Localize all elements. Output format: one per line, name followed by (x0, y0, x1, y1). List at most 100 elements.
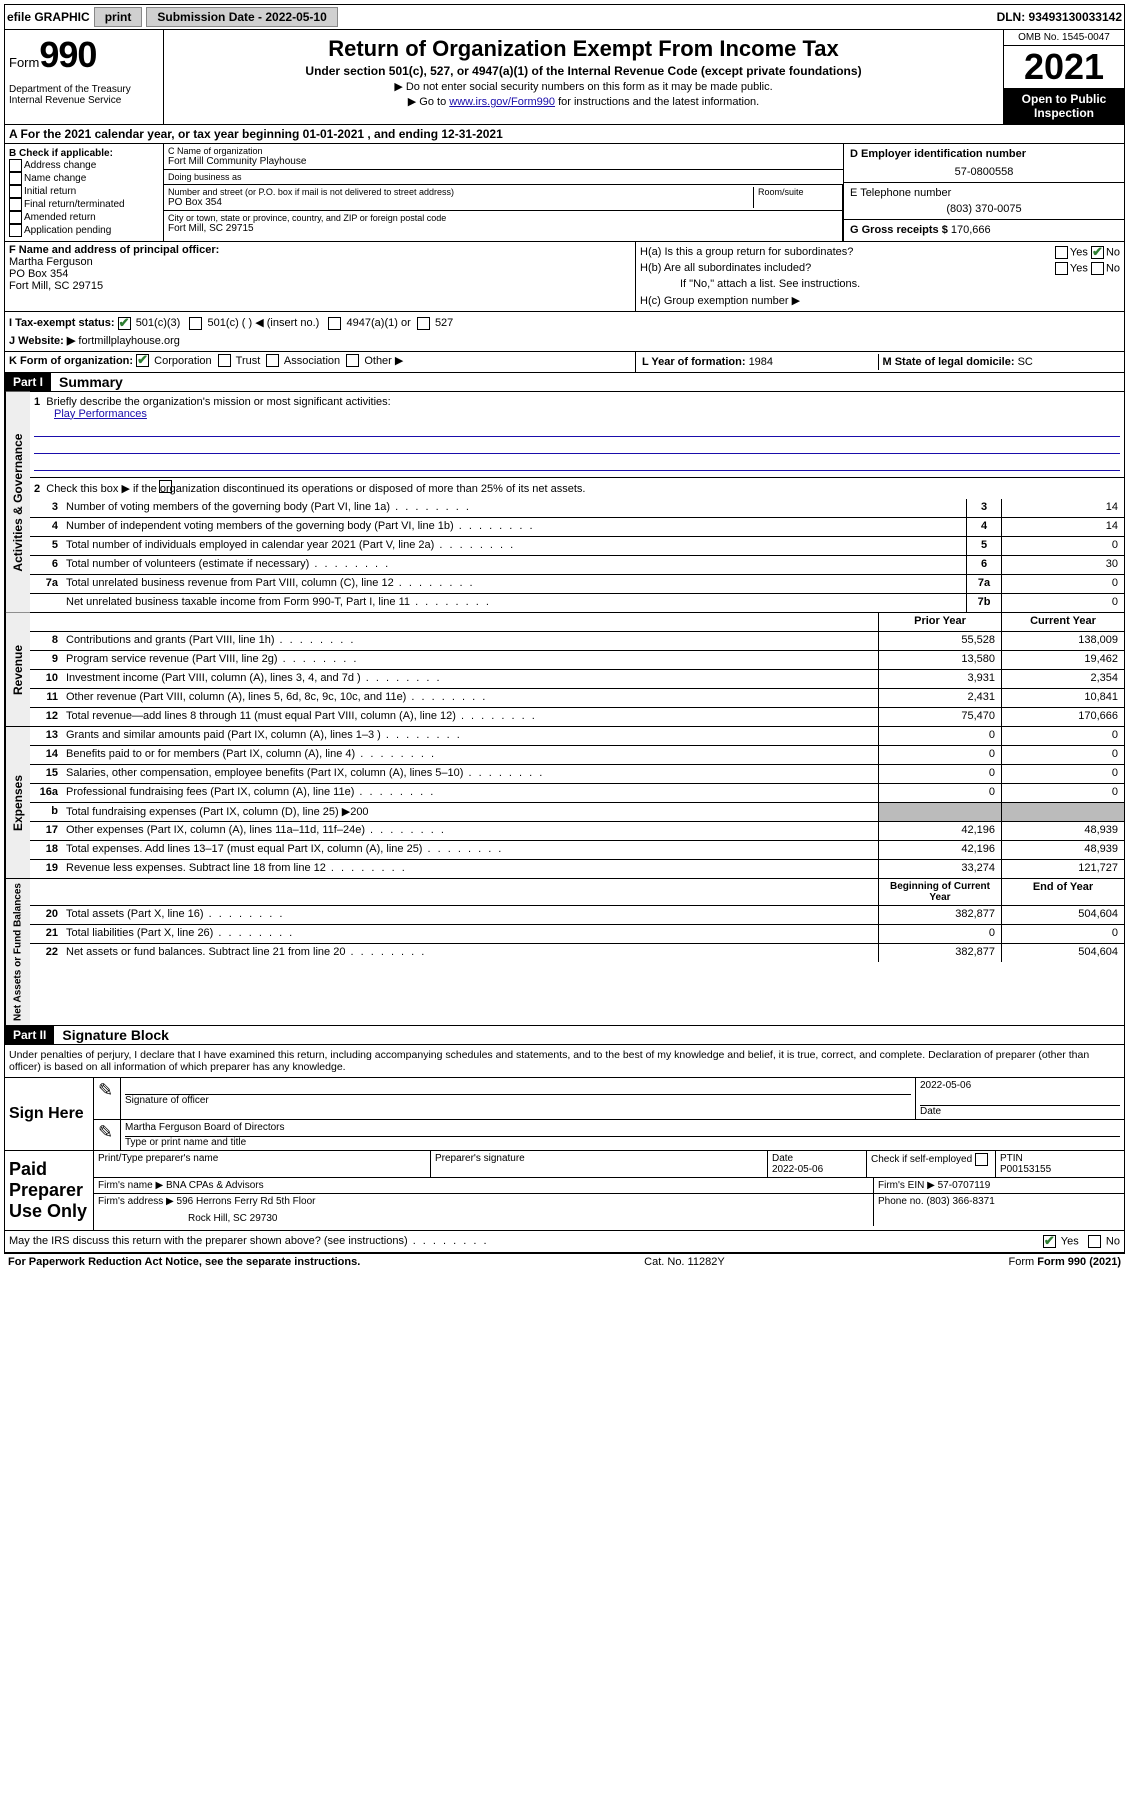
ha-no-checkbox[interactable] (1091, 246, 1104, 259)
501c-checkbox[interactable] (189, 317, 202, 330)
line-desc: Other expenses (Part IX, column (A), lin… (62, 822, 878, 840)
line-number: 10 (30, 670, 62, 688)
irs-no-checkbox[interactable] (1088, 1235, 1101, 1248)
activities-governance-label: Activities & Governance (5, 392, 30, 613)
submission-date-button[interactable]: Submission Date - 2022-05-10 (146, 7, 337, 27)
irs-discuss-row: May the IRS discuss this return with the… (5, 1230, 1124, 1252)
summary-row: b Total fundraising expenses (Part IX, c… (30, 803, 1124, 822)
summary-row: 22 Net assets or fund balances. Subtract… (30, 944, 1124, 962)
part2-bar: Part II Signature Block (4, 1026, 1125, 1045)
line-desc: Contributions and grants (Part VIII, lin… (62, 632, 878, 650)
summary-row: 8 Contributions and grants (Part VIII, l… (30, 632, 1124, 651)
trust-checkbox[interactable] (218, 354, 231, 367)
tax-exempt-row: I Tax-exempt status: 501(c)(3) 501(c) ( … (9, 314, 632, 332)
open-public-badge: Open to Public Inspection (1004, 88, 1124, 124)
mission-line (34, 422, 1120, 437)
dba-label: Doing business as (168, 172, 839, 182)
summary-row: 14 Benefits paid to or for members (Part… (30, 746, 1124, 765)
prior-value: 3,931 (878, 670, 1001, 688)
application-pending-checkbox[interactable] (9, 224, 22, 237)
current-value: 0 (1001, 925, 1124, 943)
summary-row: 15 Salaries, other compensation, employe… (30, 765, 1124, 784)
ein-value: 57-0800558 (850, 160, 1118, 178)
irs-link[interactable]: www.irs.gov/Form990 (449, 96, 555, 108)
begin-year-header: Beginning of Current Year (878, 879, 1001, 905)
line-number (30, 594, 62, 612)
prior-value: 0 (878, 727, 1001, 745)
city-label: City or town, state or province, country… (168, 213, 838, 223)
form-header: Form990 Department of the Treasury Inter… (4, 30, 1125, 125)
prior-value: 0 (878, 746, 1001, 764)
line-value: 14 (1001, 499, 1124, 517)
current-value: 138,009 (1001, 632, 1124, 650)
firm-ein: 57-0707119 (938, 1180, 991, 1191)
note-ssn: ▶ Do not enter social security numbers o… (172, 80, 995, 93)
hb-yes-checkbox[interactable] (1055, 262, 1068, 275)
efile-label: efile GRAPHIC (7, 10, 90, 24)
part1-header: Part I (5, 373, 51, 391)
form-number-footer: Form 990 (2021) (1037, 1256, 1121, 1268)
current-value (1001, 803, 1124, 821)
prior-value: 42,196 (878, 841, 1001, 859)
prep-date: 2022-05-06 (772, 1164, 862, 1175)
section-d: D Employer identification number 57-0800… (843, 144, 1124, 241)
current-value: 48,939 (1001, 841, 1124, 859)
group-return-row: H(a) Is this a group return for subordin… (640, 244, 1120, 260)
officer-addr1: PO Box 354 (9, 268, 631, 280)
current-value: 0 (1001, 784, 1124, 802)
summary-row: 9 Program service revenue (Part VIII, li… (30, 651, 1124, 670)
mission-link[interactable]: Play Performances (54, 408, 147, 420)
current-value: 504,604 (1001, 906, 1124, 924)
omb-number: OMB No. 1545-0047 (1004, 30, 1124, 46)
top-bar: efile GRAPHIC print Submission Date - 20… (4, 4, 1125, 30)
other-checkbox[interactable] (346, 354, 359, 367)
self-employed-checkbox[interactable] (975, 1153, 988, 1166)
website-value: fortmillplayhouse.org (78, 335, 180, 347)
discontinue-checkbox[interactable] (159, 480, 172, 493)
line-number: 18 (30, 841, 62, 859)
officer-name: Martha Ferguson (9, 256, 631, 268)
form-org-label: K Form of organization: (9, 355, 133, 367)
4947-checkbox[interactable] (328, 317, 341, 330)
line-desc: Total assets (Part X, line 16) (62, 906, 878, 924)
current-year-header: Current Year (1001, 613, 1124, 631)
prior-value: 33,274 (878, 860, 1001, 878)
hb-no-checkbox[interactable] (1091, 262, 1104, 275)
assoc-checkbox[interactable] (266, 354, 279, 367)
line-desc: Net assets or fund balances. Subtract li… (62, 944, 878, 962)
corp-checkbox[interactable] (136, 354, 149, 367)
check-applicable-label: B Check if applicable: (9, 148, 159, 159)
line-desc: Professional fundraising fees (Part IX, … (62, 784, 878, 802)
line-number: 8 (30, 632, 62, 650)
address-change-checkbox[interactable] (9, 159, 22, 172)
line-desc: Benefits paid to or for members (Part IX… (62, 746, 878, 764)
address-value: PO Box 354 (168, 197, 753, 208)
summary-row: Net unrelated business taxable income fr… (30, 594, 1124, 612)
line-desc: Total fundraising expenses (Part IX, col… (62, 803, 878, 821)
line-desc: Net unrelated business taxable income fr… (62, 594, 966, 612)
line-desc: Revenue less expenses. Subtract line 18 … (62, 860, 878, 878)
prior-value: 382,877 (878, 906, 1001, 924)
527-checkbox[interactable] (417, 317, 430, 330)
amended-return-checkbox[interactable] (9, 211, 22, 224)
print-button[interactable]: print (94, 7, 143, 27)
summary-row: 21 Total liabilities (Part X, line 26) 0… (30, 925, 1124, 944)
ha-yes-checkbox[interactable] (1055, 246, 1068, 259)
line-number: 21 (30, 925, 62, 943)
dln-label: DLN: 93493130033142 (997, 10, 1122, 24)
irs-yes-checkbox[interactable] (1043, 1235, 1056, 1248)
line-box: 3 (966, 499, 1001, 517)
name-change-checkbox[interactable] (9, 172, 22, 185)
final-return-checkbox[interactable] (9, 198, 22, 211)
line-desc: Total liabilities (Part X, line 26) (62, 925, 878, 943)
prior-value: 75,470 (878, 708, 1001, 726)
part1-bar: Part I Summary (4, 373, 1125, 392)
501c3-checkbox[interactable] (118, 317, 131, 330)
revenue-section: Revenue Prior Year Current Year 8 Contri… (4, 613, 1125, 727)
line-number: 22 (30, 944, 62, 962)
summary-row: 6 Total number of volunteers (estimate i… (30, 556, 1124, 575)
gross-label: G Gross receipts $ (850, 224, 951, 236)
initial-return-checkbox[interactable] (9, 185, 22, 198)
prior-value: 2,431 (878, 689, 1001, 707)
note-link: ▶ Go to www.irs.gov/Form990 for instruct… (172, 95, 995, 108)
